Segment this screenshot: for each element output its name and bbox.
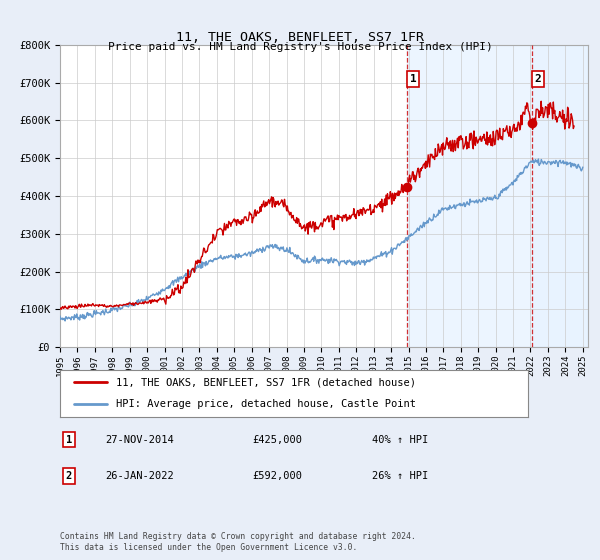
Bar	[407, 45, 588, 347]
Text: £592,000: £592,000	[252, 471, 302, 481]
Text: Contains HM Land Registry data © Crown copyright and database right 2024.
This d: Contains HM Land Registry data © Crown c…	[60, 532, 416, 552]
Text: Price paid vs. HM Land Registry's House Price Index (HPI): Price paid vs. HM Land Registry's House …	[107, 42, 493, 52]
Text: £425,000: £425,000	[252, 435, 302, 445]
Text: 2: 2	[535, 74, 541, 84]
Text: 2: 2	[66, 471, 72, 481]
Text: 26% ↑ HPI: 26% ↑ HPI	[372, 471, 428, 481]
Text: HPI: Average price, detached house, Castle Point: HPI: Average price, detached house, Cast…	[116, 399, 416, 409]
Text: 11, THE OAKS, BENFLEET, SS7 1FR (detached house): 11, THE OAKS, BENFLEET, SS7 1FR (detache…	[116, 377, 416, 388]
Text: 40% ↑ HPI: 40% ↑ HPI	[372, 435, 428, 445]
Text: 11, THE OAKS, BENFLEET, SS7 1FR: 11, THE OAKS, BENFLEET, SS7 1FR	[176, 31, 424, 44]
Text: 1: 1	[66, 435, 72, 445]
Text: 1: 1	[410, 74, 416, 84]
Bar	[532, 45, 588, 347]
Text: 27-NOV-2014: 27-NOV-2014	[105, 435, 174, 445]
Text: 26-JAN-2022: 26-JAN-2022	[105, 471, 174, 481]
